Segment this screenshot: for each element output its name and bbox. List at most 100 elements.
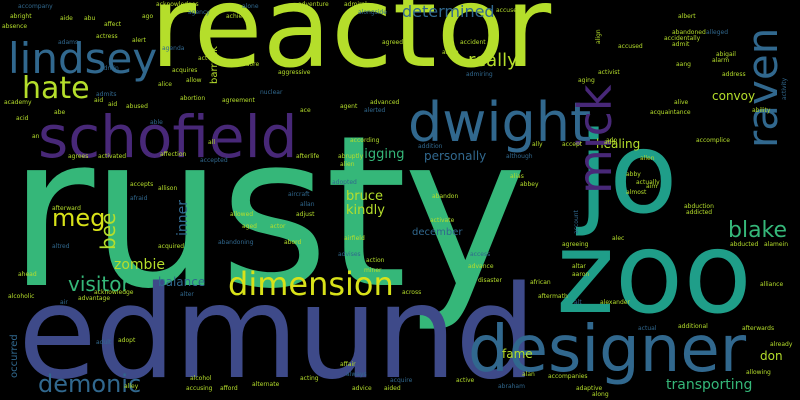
word: accused	[618, 43, 643, 50]
word: aged	[242, 223, 257, 230]
word: allan	[300, 201, 315, 208]
word: accidentally	[664, 35, 701, 42]
word: actually	[636, 179, 660, 186]
word: activist	[598, 69, 620, 76]
word: acquaintance	[650, 109, 691, 116]
word: air	[60, 299, 68, 306]
word: lindsey	[8, 34, 158, 83]
word: don	[760, 349, 783, 363]
word: adams	[58, 39, 79, 46]
word: jo	[578, 109, 678, 239]
word: alley	[124, 383, 139, 390]
word: add	[604, 139, 616, 146]
word: abandoned	[672, 29, 706, 36]
word: accident	[460, 39, 486, 46]
word: activated	[98, 153, 127, 160]
word: ago	[142, 13, 154, 20]
word: align	[595, 29, 602, 44]
word: act	[198, 55, 208, 62]
word: aided	[384, 385, 401, 392]
word: nuclear	[260, 89, 283, 96]
word: an	[32, 133, 40, 140]
word: address	[722, 71, 746, 78]
word: abu	[84, 15, 96, 22]
word: actress	[96, 33, 118, 40]
word: acquires	[172, 67, 198, 74]
word: aide	[60, 15, 73, 22]
word: ado	[606, 137, 618, 144]
word: allow	[186, 77, 202, 84]
word: schofield	[38, 103, 298, 171]
word: abortion	[180, 95, 206, 102]
word: abigail	[716, 51, 736, 58]
word: visitor	[68, 272, 130, 296]
word: acknowledge	[94, 289, 134, 296]
word: abruptly	[338, 153, 364, 160]
word: abord	[284, 239, 302, 246]
word: personally	[424, 149, 487, 163]
word: abduction	[684, 203, 714, 210]
word: aid	[108, 101, 118, 108]
word: determined	[402, 2, 495, 21]
word: aftermath	[538, 293, 568, 300]
word: healing	[596, 137, 641, 151]
word: abandon	[432, 193, 459, 200]
word: agency	[188, 9, 210, 16]
word: adore	[242, 61, 260, 68]
word: alec	[612, 235, 625, 242]
word: ability	[752, 107, 771, 114]
word: african	[530, 279, 551, 286]
word: kindly	[346, 203, 385, 218]
word: balance	[158, 275, 206, 289]
word: accept	[562, 141, 583, 148]
word: accuses	[496, 7, 521, 14]
word: aggressive	[278, 69, 311, 76]
word: aid	[94, 97, 104, 104]
word: adventure	[298, 1, 329, 8]
word: acquired	[158, 243, 185, 250]
word: accepts	[130, 181, 154, 188]
word: alt	[574, 299, 582, 306]
word: advises	[338, 251, 361, 258]
word: aircraft	[288, 191, 310, 198]
word: allowed	[230, 211, 254, 218]
word: achieve	[226, 13, 250, 20]
word: access	[470, 251, 491, 258]
word: abbey	[520, 181, 539, 188]
word: actual	[638, 325, 657, 332]
word: fame	[502, 347, 533, 361]
word: adaptive	[576, 385, 603, 392]
word: convoy	[712, 89, 756, 103]
word: action	[366, 257, 385, 264]
word: meg	[52, 204, 106, 232]
word: advice	[352, 385, 372, 392]
word: occurred	[9, 334, 20, 378]
word: designer	[468, 313, 746, 387]
word: already	[770, 341, 793, 348]
word: additional	[678, 323, 708, 330]
word: acting	[300, 375, 319, 382]
word: affection	[160, 151, 187, 158]
word: really	[468, 50, 518, 71]
word: adopt	[118, 337, 136, 344]
word: aging	[578, 77, 595, 84]
word: acknowledges	[156, 1, 199, 8]
word: addition	[418, 143, 443, 150]
word: alter	[180, 291, 194, 298]
word: abe	[54, 109, 66, 116]
word: admin	[100, 65, 119, 72]
word: bruce	[346, 189, 383, 204]
word: able	[150, 119, 163, 126]
word: reactor	[150, 0, 552, 93]
word: digging	[356, 147, 405, 162]
word: altred	[52, 243, 70, 250]
word: ahead	[18, 271, 37, 278]
word: afraid	[130, 195, 148, 202]
word: allowing	[746, 369, 771, 376]
word: adult	[96, 339, 112, 346]
word: according	[350, 137, 380, 144]
word: afterwards	[742, 325, 775, 332]
word: activate	[430, 217, 455, 224]
word: alliance	[760, 281, 784, 288]
word: alleged	[706, 29, 729, 36]
